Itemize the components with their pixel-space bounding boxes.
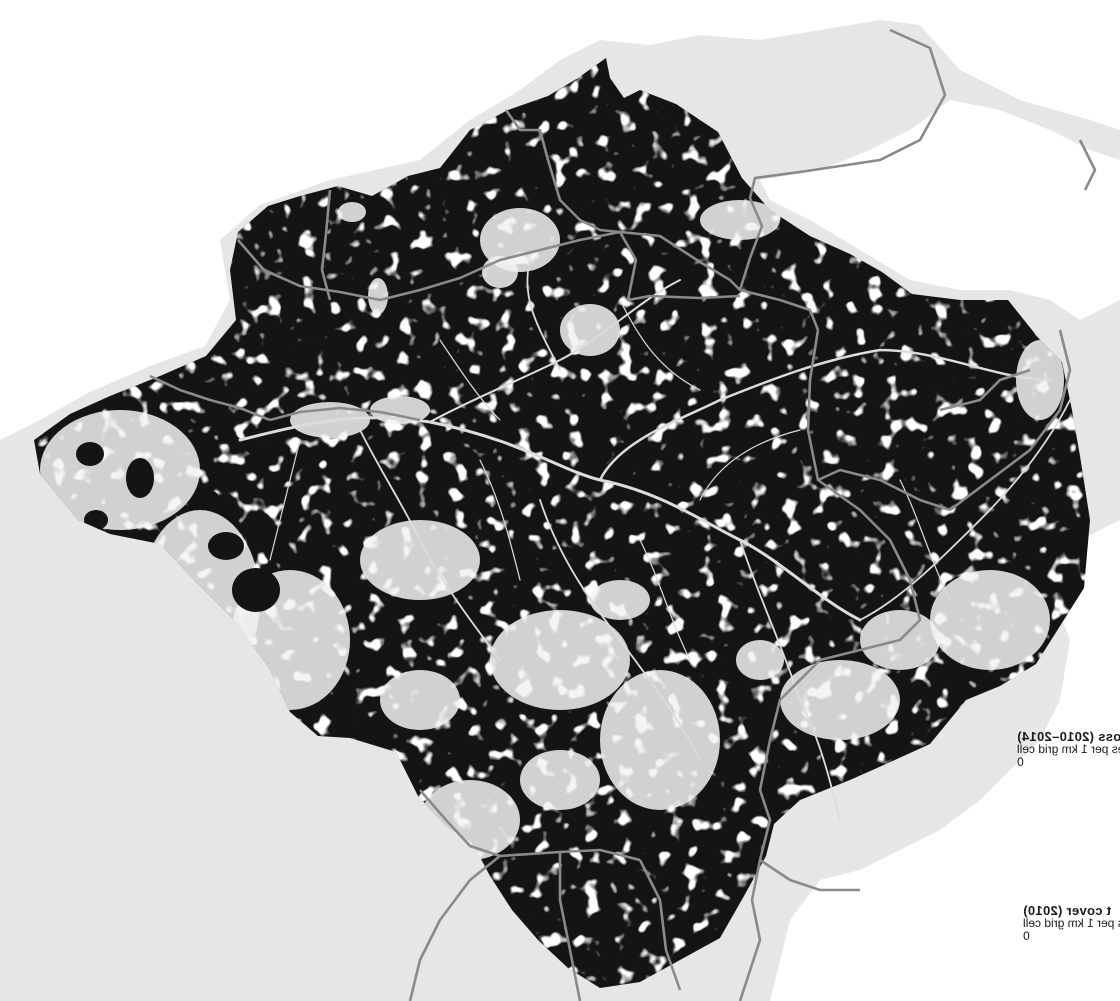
river-network (238, 259, 1071, 821)
forest-patches-west (76, 442, 280, 612)
legend-forest-cover: t cover (2010) res per 1 km grid cell 0 (1022, 903, 1120, 943)
legend-cover-units: res per 1 km grid cell (1022, 916, 1120, 930)
ocean-gulf (760, 100, 1120, 320)
legend-loss-units: res per 1 km grid cell (1017, 742, 1120, 756)
legend-cover-tick: 0 (1022, 929, 1030, 943)
country-borders (149, 28, 1097, 1001)
legend-forest-loss: t loss (2010–2014) res per 1 km grid cel… (1017, 729, 1120, 769)
ocean-bay-right (1010, 520, 1120, 790)
legend-loss-tick: 0 (1017, 755, 1024, 769)
